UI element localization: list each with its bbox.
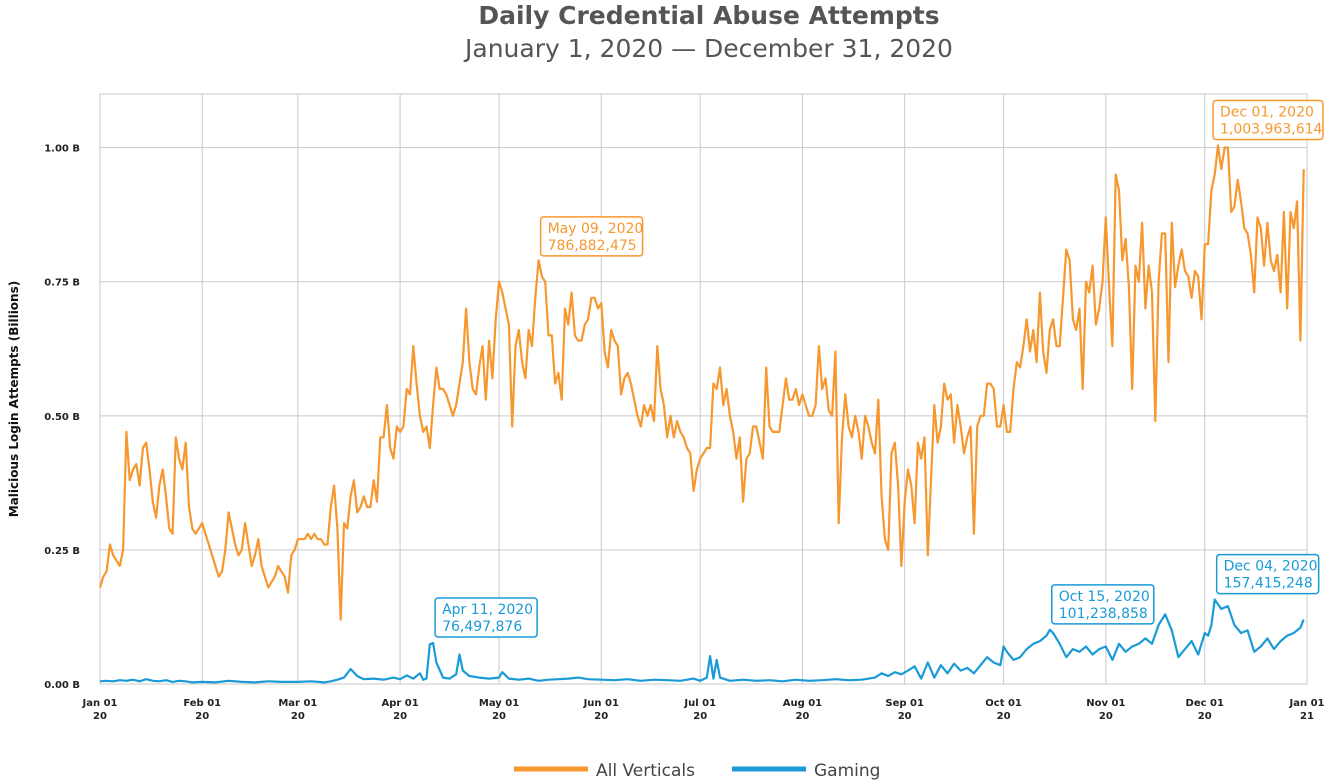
y-tick-label: 0.75 B	[44, 278, 80, 289]
y-tick-label: 0.50 B	[44, 412, 80, 423]
annotation-box	[539, 216, 644, 257]
annotation-date: May 09, 2020	[548, 221, 644, 237]
x-tick-label: Feb 01	[183, 698, 221, 709]
x-tick-label: Dec 01	[1186, 698, 1224, 709]
annotation-date: Dec 04, 2020	[1224, 559, 1318, 575]
y-tick-label: 0.25 B	[44, 546, 80, 557]
annotation-box	[1212, 99, 1324, 141]
annotation-date: Apr 11, 2020	[442, 602, 533, 618]
x-tick-label: Jun 01	[583, 698, 619, 709]
annotation-box	[1051, 584, 1155, 625]
series-lines	[98, 144, 1305, 684]
annotation-value: 76,497,876	[442, 619, 522, 635]
axis-ticks: 0.00 B 0.25 B 0.50 B 0.75 B 1.00 B Jan 01 20 Fe…	[44, 144, 1324, 722]
x-tick-year: 20	[195, 711, 209, 722]
annotation-value: 101,238,858	[1059, 606, 1148, 622]
y-tick-label: 0.00 B	[44, 680, 80, 691]
legend: All Verticals Gaming	[514, 761, 880, 781]
x-tick-label: Mar 01	[278, 698, 317, 709]
annotation-date: Oct 15, 2020	[1059, 589, 1150, 605]
annotation-value: 786,882,475	[548, 238, 637, 254]
x-tick-year: 20	[492, 711, 506, 722]
chart-subtitle: January 1, 2020 — December 31, 2020	[463, 34, 953, 63]
annotation-box	[1215, 553, 1320, 595]
x-tick-year: 20	[693, 711, 707, 722]
x-tick-label: Oct 01	[985, 698, 1022, 709]
x-tick-year: 21	[1300, 711, 1314, 722]
x-tick-label: Aug 01	[783, 698, 822, 709]
legend-label: All Verticals	[596, 761, 695, 781]
legend-label: Gaming	[814, 761, 880, 781]
x-tick-label: Nov 01	[1086, 698, 1125, 709]
x-tick-label: Jul 01	[683, 698, 716, 709]
x-tick-label: Sep 01	[885, 698, 924, 709]
x-tick-year: 20	[1198, 711, 1212, 722]
x-tick-year: 20	[393, 711, 407, 722]
x-tick-year: 20	[997, 711, 1011, 722]
annotation-date: Dec 01, 2020	[1220, 104, 1314, 120]
x-tick-year: 20	[594, 711, 608, 722]
x-tick-year: 20	[898, 711, 912, 722]
x-tick-year: 20	[1099, 711, 1113, 722]
y-axis-label: Malicious Login Attempts (Billions)	[7, 281, 21, 517]
x-tick-label: May 01	[479, 698, 519, 709]
x-tick-year: 20	[93, 711, 107, 722]
x-tick-year: 20	[795, 711, 809, 722]
series-line-gaming	[99, 598, 1305, 684]
series-line-all-verticals	[98, 144, 1305, 621]
y-tick-label: 1.00 B	[44, 144, 80, 155]
annotation-value: 157,415,248	[1224, 576, 1313, 592]
grid	[99, 93, 1308, 685]
x-tick-label: Jan 01	[1289, 698, 1325, 709]
chart-title: Daily Credential Abuse Attempts	[478, 1, 939, 30]
annotation-value: 1,003,963,614	[1220, 121, 1323, 137]
x-tick-label: Jan 01	[82, 698, 118, 709]
x-tick-label: Apr 01	[381, 698, 418, 709]
annotation-box	[434, 597, 538, 638]
x-tick-year: 20	[291, 711, 305, 722]
